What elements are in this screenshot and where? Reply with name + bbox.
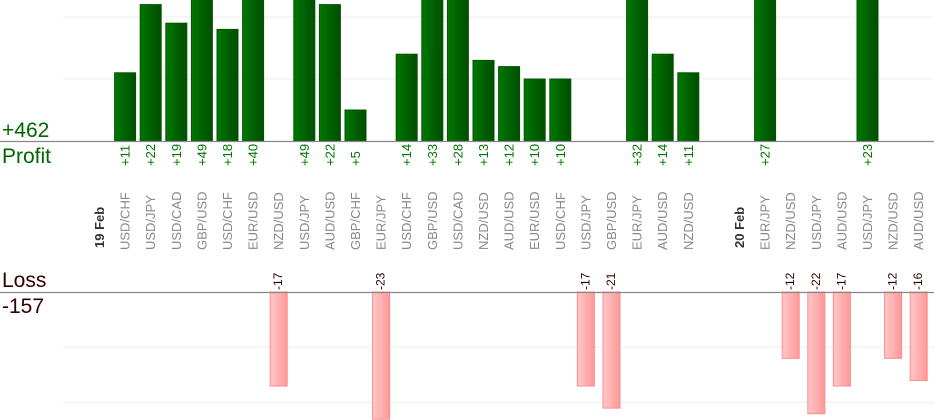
profit-value-label: +5 [348,151,363,166]
loss-bar [269,291,288,387]
profit-bar [216,28,239,142]
loss-bar [884,291,903,359]
pair-label: GBP/USD [425,191,440,250]
profit-value-label: +28 [450,144,465,166]
profit-bar [318,4,341,142]
profit-bar [651,53,674,142]
loss-value-label: -21 [604,272,618,290]
profit-bar [498,66,521,142]
loss-bar [909,291,928,381]
profit-bar [395,53,418,142]
loss-value-label: -17 [271,272,285,290]
pair-label: USD/CAD [450,191,465,250]
pair-label: AUD/USD [655,191,670,250]
loss-total: -157 [2,295,44,318]
loss-value-label: -17 [834,272,848,290]
pair-label: USD/CHF [399,192,414,250]
profit-bar [190,0,213,142]
date-label: 20 Feb [732,207,747,248]
loss-bar [372,291,391,420]
pair-label: USD/JPY [860,195,875,250]
pair-label: AUD/USD [834,191,849,250]
profit-bar [754,0,777,142]
profit-bar [421,0,444,142]
profit-bar [344,109,367,142]
pair-label: AUD/USD [322,191,337,250]
profit-value-label: +33 [425,144,440,166]
pair-label: EUR/JPY [758,195,773,250]
profit-value-label: +19 [169,144,184,166]
loss-value-label: -16 [911,272,925,290]
profit-bar [114,72,137,142]
pair-label: NZD/USD [476,192,491,250]
pair-label: USD/JPY [297,195,312,250]
loss-value-label: -22 [809,272,823,290]
pair-label: EUR/USD [246,191,261,250]
profit-value-label: +27 [758,144,773,166]
profit-value-label: +49 [194,144,209,166]
profit-value-label: +22 [143,144,158,166]
loss-bar [576,291,595,387]
pair-label: AUD/USD [911,191,926,250]
profit-bar [139,4,162,142]
loss-label: Loss [2,269,46,292]
profit-value-label: +13 [476,144,491,166]
pair-label: EUR/JPY [374,195,389,250]
pair-label: USD/JPY [809,195,824,250]
loss-bar [832,291,851,387]
pair-label: USD/CHF [553,192,568,250]
loss-bar [781,291,800,359]
profit-value-label: +49 [297,144,312,166]
profit-bar [677,72,700,142]
profit-bar [165,22,188,142]
profit-value-label: +18 [220,144,235,166]
profit-bar [293,0,316,142]
profit-value-label: +14 [655,144,670,166]
pair-label: NZD/USD [271,192,286,250]
profit-value-label: +11 [681,145,696,166]
profit-bar [472,59,495,142]
pair-label: USD/CAD [169,191,184,250]
profit-value-label: +10 [553,144,568,166]
loss-value-label: -12 [886,272,900,290]
pair-label: GBP/CHF [348,192,363,250]
loss-value-label: -17 [578,272,592,290]
pair-label: NZD/USD [681,192,696,250]
profit-bar [626,0,649,142]
pair-label: USD/JPY [578,195,593,250]
profit-value-label: +32 [630,144,645,166]
profit-total: +462 [2,119,49,142]
pair-label: GBP/USD [604,191,619,250]
profit-value-label: +12 [502,144,517,166]
pair-label: EUR/JPY [630,195,645,250]
profit-bar [856,0,879,142]
loss-value-label: -12 [783,272,797,290]
pair-label: GBP/USD [194,191,209,250]
pair-label: USD/CHF [220,192,235,250]
profit-value-label: +23 [860,144,875,166]
profit-value-label: +10 [527,144,542,166]
profit-value-label: +11 [118,145,133,166]
pair-label: USD/CHF [118,192,133,250]
loss-value-label: -23 [374,272,388,290]
profit-bar [242,0,265,142]
pair-label: NZD/USD [886,192,901,250]
profit-bar [446,0,469,142]
profit-bar [549,78,572,142]
profit-value-label: +14 [399,144,414,166]
loss-bar [602,291,621,409]
pair-label: NZD/USD [783,192,798,250]
pair-label: AUD/USD [502,191,517,250]
profit-value-label: +40 [246,144,261,166]
profit-bar [523,78,546,142]
pair-label: EUR/USD [527,191,542,250]
profit-label: Profit [2,145,51,168]
profit-value-label: +22 [322,144,337,166]
loss-bar [807,291,826,415]
date-label: 19 Feb [92,207,107,248]
pair-label: USD/JPY [143,195,158,250]
